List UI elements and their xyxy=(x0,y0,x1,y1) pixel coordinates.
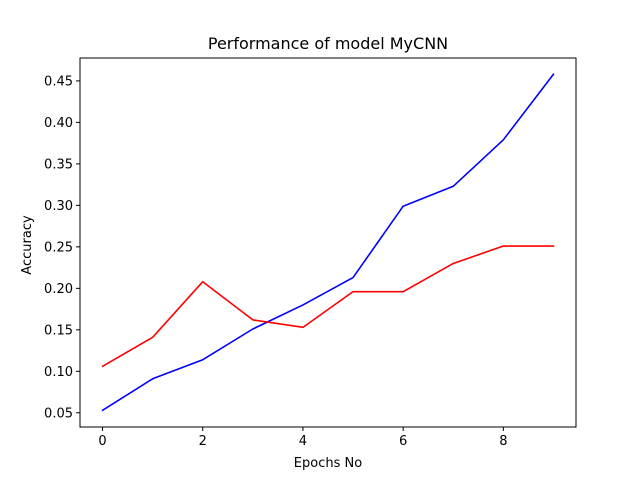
y-tick-label: 0.45 xyxy=(44,74,73,89)
series-line-2 xyxy=(101,245,555,368)
series-line-1 xyxy=(101,73,555,412)
y-tick-label: 0.25 xyxy=(44,240,73,255)
x-tick-label: 4 xyxy=(299,434,307,449)
x-axis-label: Epochs No xyxy=(294,456,362,471)
y-tick-label: 0.05 xyxy=(44,406,73,421)
plot-frame xyxy=(79,57,577,428)
y-tick-label: 0.30 xyxy=(44,199,73,214)
y-tick-label: 0.20 xyxy=(44,282,73,297)
y-tick-label: 0.15 xyxy=(44,323,73,338)
y-axis-label: Accuracy xyxy=(20,215,35,275)
chart-title: Performance of model MyCNN xyxy=(208,34,448,53)
ticks-layer: 0 2 4 6 8 0.05 0.10 0.15 0.20 0.25 0.30 0.35 0.40 0.4… xyxy=(44,74,507,449)
x-tick-label: 8 xyxy=(499,434,507,449)
x-tick-label: 0 xyxy=(98,434,106,449)
series-layer xyxy=(101,73,555,412)
x-tick-label: 2 xyxy=(199,434,207,449)
y-tick-label: 0.35 xyxy=(44,157,73,172)
y-tick-label: 0.40 xyxy=(44,116,73,131)
x-tick-label: 6 xyxy=(399,434,407,449)
y-tick-label: 0.10 xyxy=(44,365,73,380)
